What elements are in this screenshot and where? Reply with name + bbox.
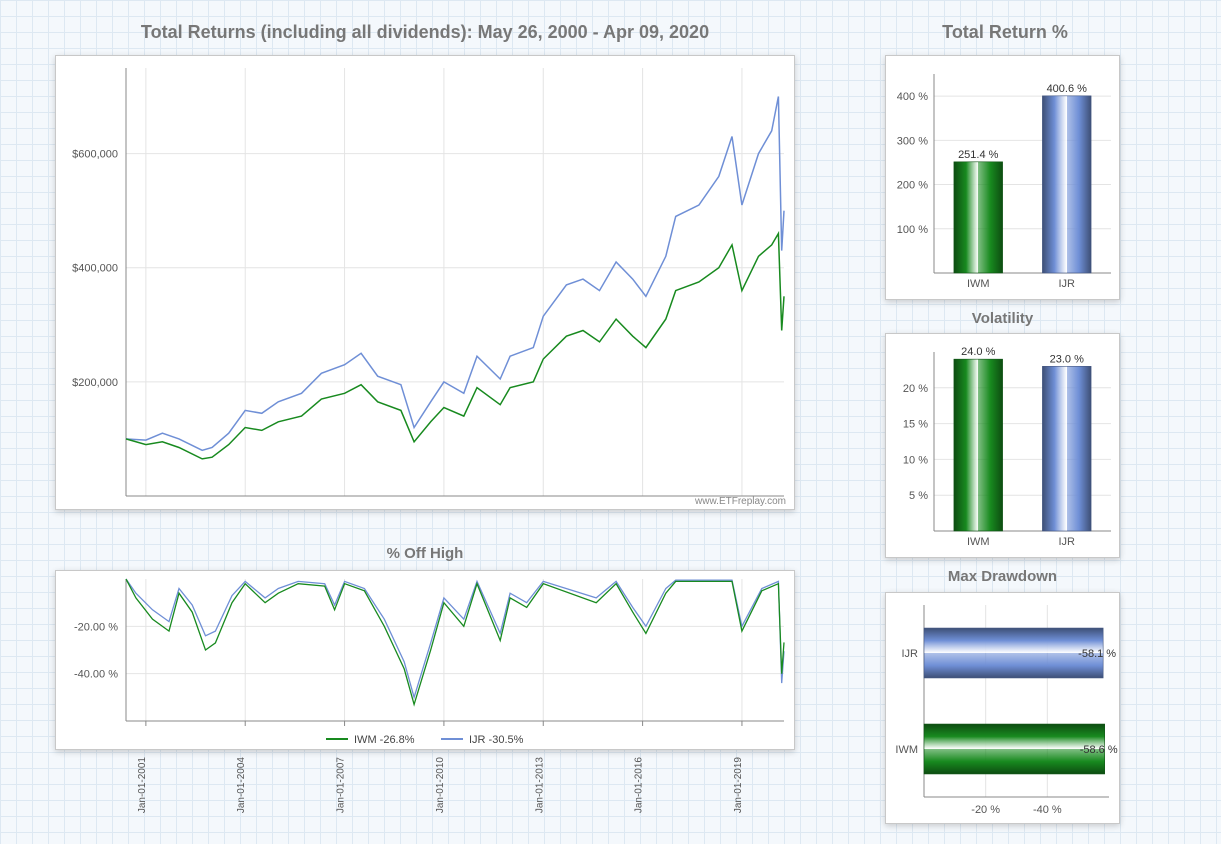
- svg-text:251.4 %: 251.4 %: [958, 149, 999, 161]
- off-high-chart-svg: -20.00 % -40.00 % IWM -26.8% IJR -30.5%: [56, 571, 796, 751]
- volatility-panel: 5 % 10 % 15 % 20 % 24.0 % IWM 23.0 % IJR: [885, 333, 1120, 558]
- svg-text:IWM: IWM: [967, 536, 990, 548]
- svg-text:IJR: IJR: [1059, 278, 1076, 290]
- returns-chart-svg: $200,000 $400,000 $600,000 www.ETFreplay.c…: [56, 56, 796, 511]
- svg-text:23.0 %: 23.0 %: [1050, 353, 1084, 365]
- svg-text:-58.1 %: -58.1 %: [1078, 648, 1116, 660]
- svg-text:Jan-01-2019: Jan-01-2019: [733, 757, 744, 814]
- svg-text:400.6 %: 400.6 %: [1047, 83, 1088, 95]
- svg-text:100 %: 100 %: [897, 224, 928, 236]
- drawdown-title: Max Drawdown: [885, 568, 1120, 585]
- svg-text:400 %: 400 %: [897, 91, 928, 103]
- svg-text:IWM: IWM: [895, 744, 918, 756]
- watermark: www.ETFreplay.com: [694, 496, 786, 507]
- svg-text:Jan-01-2010: Jan-01-2010: [435, 757, 446, 814]
- svg-text:-20.00 %: -20.00 %: [74, 621, 118, 633]
- svg-text:-20 %: -20 %: [971, 804, 1000, 816]
- volatility-svg: 5 % 10 % 15 % 20 % 24.0 % IWM 23.0 % IJR: [886, 334, 1121, 559]
- svg-text:IJR -30.5%: IJR -30.5%: [469, 734, 524, 746]
- svg-text:24.0 %: 24.0 %: [961, 346, 995, 358]
- svg-text:IWM: IWM: [967, 278, 990, 290]
- svg-text:$400,000: $400,000: [72, 263, 118, 275]
- svg-text:15 %: 15 %: [903, 419, 928, 431]
- svg-text:IWM -26.8%: IWM -26.8%: [354, 734, 415, 746]
- svg-text:5 %: 5 %: [909, 490, 928, 502]
- x-axis-labels-svg: Jan-01-2001 Jan-01-2004 Jan-01-2007 Jan-01-…: [55, 752, 795, 842]
- total-return-panel: 100 % 200 % 300 % 400 % 251.4 % IWM 400.6 % IJR: [885, 55, 1120, 300]
- drawdown-panel: -20 % -40 % -58.1 % IJR -58.6 % IWM: [885, 592, 1120, 824]
- svg-text:Jan-01-2007: Jan-01-2007: [336, 757, 347, 814]
- off-high-chart-panel: -20.00 % -40.00 % IWM -26.8% IJR -30.5%: [55, 570, 795, 750]
- total-return-svg: 100 % 200 % 300 % 400 % 251.4 % IWM 400.6 % IJR: [886, 56, 1121, 301]
- svg-text:Jan-01-2016: Jan-01-2016: [634, 757, 645, 814]
- drawdown-svg: -20 % -40 % -58.1 % IJR -58.6 % IWM: [886, 593, 1121, 825]
- svg-text:10 %: 10 %: [903, 454, 928, 466]
- svg-text:20 %: 20 %: [903, 383, 928, 395]
- svg-text:$600,000: $600,000: [72, 149, 118, 161]
- svg-text:200 %: 200 %: [897, 180, 928, 192]
- svg-text:-40 %: -40 %: [1033, 804, 1062, 816]
- svg-text:-40.00 %: -40.00 %: [74, 669, 118, 681]
- svg-text:Jan-01-2004: Jan-01-2004: [236, 757, 247, 814]
- off-high-title: % Off High: [55, 545, 795, 562]
- returns-chart-panel: $200,000 $400,000 $600,000 www.ETFreplay.c…: [55, 55, 795, 510]
- svg-text:IJR: IJR: [902, 648, 919, 660]
- svg-text:Jan-01-2001: Jan-01-2001: [137, 757, 148, 814]
- volatility-title: Volatility: [885, 310, 1120, 327]
- svg-text:IJR: IJR: [1059, 536, 1076, 548]
- svg-text:-58.6 %: -58.6 %: [1080, 744, 1118, 756]
- svg-text:$200,000: $200,000: [72, 377, 118, 389]
- svg-text:Jan-01-2013: Jan-01-2013: [534, 757, 545, 814]
- svg-text:300 %: 300 %: [897, 135, 928, 147]
- main-chart-title: Total Returns (including all dividends):…: [55, 22, 795, 43]
- total-return-title: Total Return %: [885, 22, 1125, 43]
